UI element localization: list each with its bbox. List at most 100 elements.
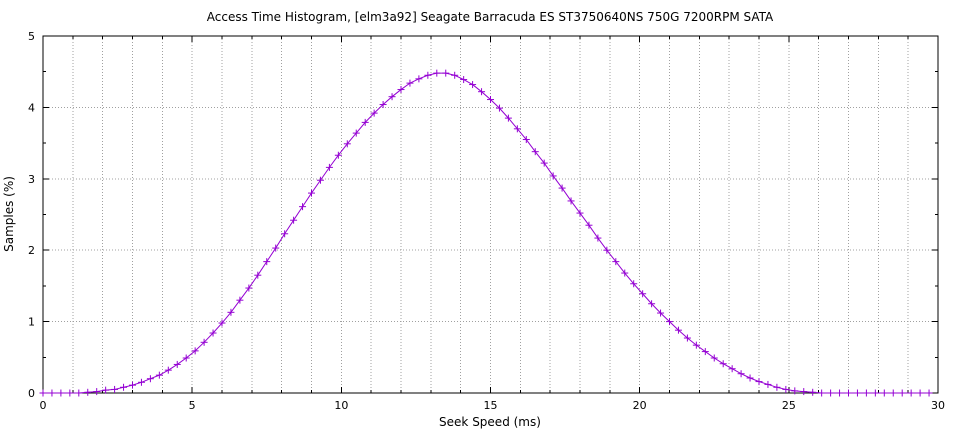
data-point — [102, 386, 110, 394]
data-point — [522, 136, 530, 144]
grid-layer — [43, 36, 938, 393]
data-point — [728, 365, 736, 373]
data-point — [424, 71, 432, 79]
data-point — [182, 354, 190, 362]
data-point — [782, 385, 790, 393]
data-point — [925, 389, 933, 397]
data-point — [236, 296, 244, 304]
y-tick-label: 5 — [28, 30, 35, 43]
data-point — [316, 176, 324, 184]
data-point — [155, 371, 163, 379]
data-point — [513, 125, 521, 133]
x-axis-label: Seek Speed (ms) — [439, 415, 541, 429]
data-point — [764, 380, 772, 388]
data-point — [361, 118, 369, 126]
data-point — [558, 184, 566, 192]
data-point — [639, 290, 647, 298]
data-point — [433, 69, 441, 77]
data-point — [209, 329, 217, 337]
data-point — [469, 81, 477, 89]
data-point — [719, 360, 727, 368]
y-tick-label: 2 — [28, 244, 35, 257]
data-point — [889, 389, 897, 397]
x-tick-label: 25 — [782, 399, 796, 412]
data-point — [791, 387, 799, 395]
data-point — [164, 366, 172, 374]
data-point — [853, 389, 861, 397]
x-tick-label: 15 — [484, 399, 498, 412]
data-point — [701, 348, 709, 356]
data-point — [370, 109, 378, 117]
data-point — [388, 93, 396, 101]
y-tick-label: 3 — [28, 173, 35, 186]
data-point — [531, 148, 539, 156]
data-point — [57, 389, 65, 397]
data-point — [630, 280, 638, 288]
data-point — [137, 378, 145, 386]
data-point — [809, 388, 817, 396]
data-point — [737, 370, 745, 378]
data-point — [111, 385, 119, 393]
x-tick-label: 10 — [334, 399, 348, 412]
data-point — [898, 389, 906, 397]
labels-layer: Access Time Histogram, [elm3a92] Seagate… — [2, 10, 945, 429]
data-point — [657, 309, 665, 317]
data-point — [173, 360, 181, 368]
data-point — [442, 69, 450, 77]
data-point — [594, 234, 602, 242]
data-point — [93, 388, 101, 396]
data-point — [478, 88, 486, 96]
data-point — [862, 389, 870, 397]
data-point — [397, 86, 405, 94]
data-point — [710, 354, 718, 362]
data-point — [487, 96, 494, 104]
y-tick-label: 0 — [28, 387, 35, 400]
y-tick-label: 1 — [28, 316, 35, 329]
series-line — [43, 72, 930, 394]
data-point — [818, 389, 826, 397]
y-axis-label: Samples (%) — [2, 176, 16, 252]
data-point — [75, 389, 83, 397]
data-point — [549, 172, 557, 180]
data-point — [460, 76, 468, 84]
data-point — [800, 388, 808, 396]
data-point — [755, 378, 763, 386]
data-point — [907, 389, 915, 397]
data-point — [272, 244, 280, 252]
data-point — [576, 209, 584, 217]
data-point — [603, 246, 611, 254]
data-point — [880, 389, 888, 397]
data-point — [263, 258, 271, 266]
data-point — [773, 383, 781, 391]
data-point — [674, 326, 682, 334]
data-point — [343, 140, 351, 148]
x-tick-label: 30 — [931, 399, 945, 412]
data-point — [227, 308, 235, 316]
data-point — [379, 101, 387, 109]
data-point — [191, 347, 199, 355]
data-point — [84, 388, 92, 396]
data-point — [871, 389, 879, 397]
data-point — [746, 374, 754, 382]
data-point — [415, 75, 423, 83]
data-point — [916, 389, 924, 397]
data-point — [325, 163, 333, 171]
data-point — [504, 114, 512, 122]
data-point — [299, 203, 307, 211]
data-point — [845, 389, 852, 397]
data-point — [836, 389, 844, 397]
data-point — [48, 389, 56, 397]
data-point — [692, 341, 700, 349]
data-point — [540, 159, 548, 167]
series-layer — [39, 69, 933, 397]
data-point — [129, 381, 136, 389]
data-point — [352, 129, 360, 137]
data-point — [585, 221, 593, 229]
x-tick-label: 0 — [40, 399, 47, 412]
data-point — [146, 375, 154, 383]
data-point — [200, 338, 208, 346]
data-point — [39, 389, 47, 397]
x-tick-label: 5 — [189, 399, 196, 412]
